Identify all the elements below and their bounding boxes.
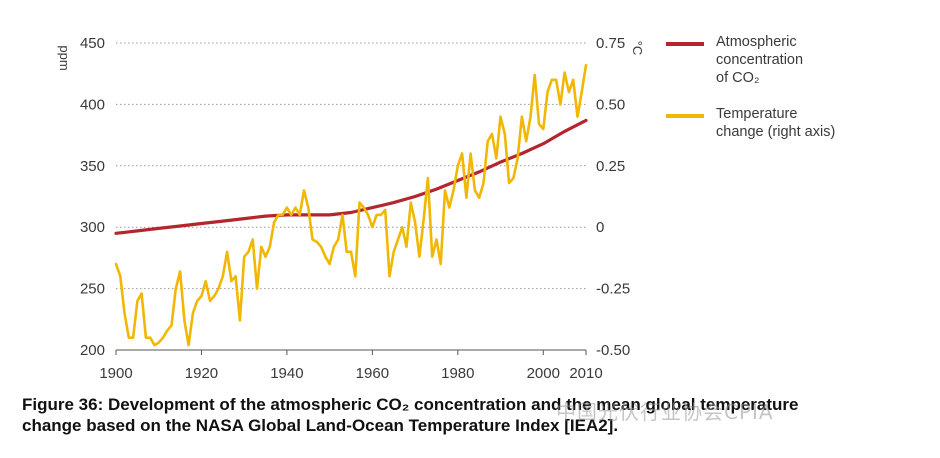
right-tick-label: 0 (596, 219, 604, 236)
right-tick-label: 0.50 (596, 96, 625, 113)
left-axis-unit: ppm (57, 45, 72, 70)
x-tick-label: 2010 (569, 365, 602, 382)
legend: Atmospheric concentration of CO₂ Temperatur… (666, 34, 835, 140)
left-axis-ticks: 200 250 300 350 400 450 (80, 35, 105, 359)
legend-label: of CO₂ (716, 70, 760, 86)
co2-series-line (114, 118, 588, 235)
right-axis-ticks: -0.50 -0.25 0 0.25 0.50 0.75 (596, 35, 630, 359)
x-tick-label: 1940 (270, 365, 303, 382)
x-tick-label: 1920 (185, 365, 218, 382)
figure-caption: Figure 36: Development of the atmospheri… (22, 394, 922, 436)
legend-label: Temperature (716, 106, 797, 122)
x-tick-label: 1900 (99, 365, 132, 382)
left-tick-label: 350 (80, 158, 105, 175)
right-tick-label: -0.25 (596, 281, 630, 298)
caption-line-2: change based on the NASA Global Land-Oce… (22, 416, 619, 435)
right-tick-label: 0.25 (596, 158, 625, 175)
legend-label: Atmospheric (716, 34, 797, 50)
right-axis-unit: °C (630, 41, 645, 56)
x-axis: 1900 1920 1940 1960 1980 2000 2010 (99, 349, 603, 382)
legend-label: concentration (716, 52, 803, 68)
x-tick-label: 1980 (441, 365, 474, 382)
left-tick-label: 250 (80, 281, 105, 298)
series-lines (114, 63, 588, 347)
caption-line-1: Figure 36: Development of the atmospheri… (22, 395, 799, 414)
watermark-text: 中国光伏行业协会CPIA (556, 400, 774, 424)
x-tick-label: 2000 (527, 365, 560, 382)
right-tick-label: 0.75 (596, 35, 625, 52)
left-tick-label: 400 (80, 96, 105, 113)
chart: 200 250 300 350 400 450 -0.50 -0.25 0 0.25 0.50 0.… (57, 34, 835, 382)
x-tick-label: 1960 (356, 365, 389, 382)
left-tick-label: 300 (80, 219, 105, 236)
legend-label: change (right axis) (716, 124, 835, 140)
left-tick-label: 450 (80, 35, 105, 52)
right-tick-label: -0.50 (596, 342, 630, 359)
temperature-series-line (114, 63, 588, 347)
left-tick-label: 200 (80, 342, 105, 359)
